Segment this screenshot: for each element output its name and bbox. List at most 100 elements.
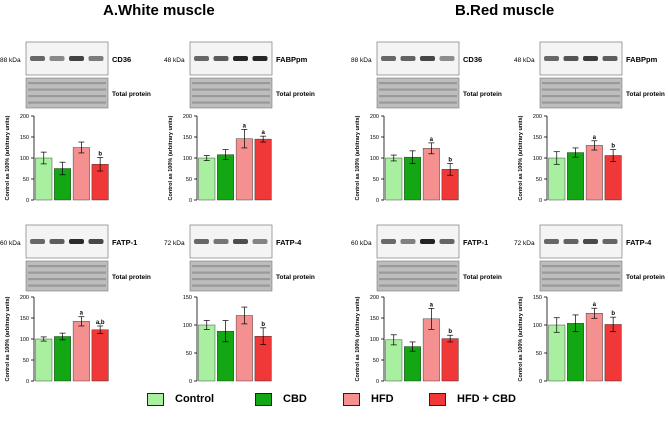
- total-protein-band-white-fatp1-2: [28, 278, 106, 281]
- blot-band-white-fabppm-3: [252, 56, 268, 61]
- blot-band-white-fatp1-0: [30, 239, 45, 244]
- bar-red-fabppm-3: [604, 155, 622, 201]
- protein-label-white-cd36: CD36: [112, 55, 131, 64]
- figure-canvas: 88 kDa CD36 Total protein 0 50 100 150 200 Contr…: [0, 41, 665, 385]
- legend-item-hfd-cbd: HFD + CBD: [429, 389, 516, 409]
- legend-swatch-hfd-cbd: [429, 392, 446, 406]
- blot-band-red-cd36-3: [439, 56, 455, 61]
- legend-label-hfd: HFD: [371, 393, 394, 405]
- blot-band-white-cd36-3: [88, 56, 104, 61]
- y-tick-label-red-cd36-50: 50: [373, 177, 379, 183]
- legend-label-hfd-cbd: HFD + CBD: [457, 393, 516, 405]
- legend-swatch-hfd: [343, 392, 360, 406]
- y-tick-label-white-fabppm-150: 150: [183, 135, 192, 141]
- y-tick-label-red-cd36-0: 0: [376, 198, 379, 204]
- blot-band-white-fatp4-3: [252, 239, 268, 244]
- blot-band-white-cd36-0: [30, 56, 45, 61]
- y-tick-label-red-fabppm-0: 0: [539, 198, 542, 204]
- total-protein-band-white-cd36-3: [28, 101, 106, 104]
- legend-item-hfd: HFD: [343, 389, 394, 409]
- significance-label-red-fatp1-2: a: [430, 302, 434, 308]
- total-protein-band-white-fatp4-1: [192, 271, 270, 274]
- protein-label-red-fabppm: FABPpm: [626, 55, 658, 64]
- total-protein-band-white-fatp1-1: [28, 271, 106, 274]
- significance-label-white-fatp4-3: b: [261, 322, 265, 328]
- y-tick-label-white-fatp1-50: 50: [23, 358, 29, 364]
- blot-band-red-fatp1-3: [439, 239, 455, 244]
- total-protein-band-white-fabppm-1: [192, 88, 270, 91]
- y-tick-label-red-cd36-200: 200: [370, 114, 379, 120]
- bar-red-cd36-0: [385, 157, 403, 201]
- protein-label-red-cd36: CD36: [463, 55, 482, 64]
- blot-band-white-fatp4-1: [213, 239, 229, 244]
- bar-white-cd36-0: [35, 157, 53, 201]
- total-protein-band-red-fatp1-3: [379, 284, 457, 287]
- total-protein-label-red-fatp1: Total protein: [463, 274, 502, 281]
- total-protein-band-red-fabppm-0: [542, 82, 620, 85]
- y-tick-label-white-fatp1-200: 200: [20, 295, 29, 301]
- bar-white-fatp1-2: [72, 321, 90, 382]
- blot-band-red-fatp1-0: [381, 239, 396, 244]
- total-protein-band-red-cd36-3: [379, 101, 457, 104]
- significance-label-red-fatp4-2: a: [593, 302, 597, 308]
- y-tick-label-red-fatp4-150: 150: [533, 295, 542, 301]
- y-tick-label-white-cd36-150: 150: [20, 135, 29, 141]
- significance-label-red-fatp4-3: b: [611, 311, 615, 317]
- y-tick-label-white-fatp4-150: 150: [183, 295, 192, 301]
- blot-band-red-fabppm-2: [583, 56, 598, 61]
- y-tick-label-red-fatp1-200: 200: [370, 295, 379, 301]
- bar-red-fabppm-1: [567, 152, 584, 201]
- blot-band-white-fatp1-3: [88, 239, 104, 244]
- total-protein-band-red-fabppm-1: [542, 88, 620, 91]
- legend-swatch-cbd: [255, 392, 272, 406]
- total-protein-label-white-fabppm: Total protein: [276, 91, 315, 98]
- y-tick-label-white-fabppm-0: 0: [189, 198, 192, 204]
- blot-white-fatp4: [189, 224, 273, 259]
- y-tick-label-white-cd36-0: 0: [26, 198, 29, 204]
- kda-label-red-fabppm: 48 kDa: [514, 57, 535, 64]
- bar-white-cd36-2: [72, 147, 90, 201]
- total-protein-band-white-fatp4-2: [192, 278, 270, 281]
- legend-item-cbd: CBD: [255, 389, 307, 409]
- kda-label-red-fatp1: 60 kDa: [351, 240, 372, 247]
- blot-band-red-cd36-0: [381, 56, 396, 61]
- y-tick-label-red-fatp4-100: 100: [533, 323, 542, 329]
- significance-label-red-fatp1-3: b: [448, 329, 452, 335]
- blot-white-fabppm: [189, 41, 273, 76]
- bar-white-fatp4-0: [198, 324, 216, 382]
- y-tick-label-red-fatp1-50: 50: [373, 358, 379, 364]
- kda-label-white-fatp1: 60 kDa: [0, 240, 21, 247]
- protein-label-white-fabppm: FABPpm: [276, 55, 308, 64]
- y-tick-label-red-fatp1-0: 0: [376, 379, 379, 385]
- total-protein-band-white-fabppm-0: [192, 82, 270, 85]
- blot-red-fabppm: [539, 41, 623, 76]
- kda-label-white-fatp4: 72 kDa: [164, 240, 185, 247]
- protein-label-white-fatp4: FATP-4: [276, 238, 302, 247]
- significance-label-white-fatp1-3: a,b: [96, 320, 105, 326]
- blot-band-red-fatp4-0: [544, 239, 559, 244]
- significance-label-red-cd36-2: a: [430, 137, 434, 143]
- blot-band-white-fabppm-0: [194, 56, 209, 61]
- y-axis-label-red-fabppm: Control as 100% (arbitrary units): [518, 115, 524, 200]
- y-tick-label-white-fatp4-50: 50: [186, 351, 192, 357]
- legend: Control CBD HFD HFD + CBD: [0, 389, 668, 409]
- blot-band-red-fatp1-2: [420, 239, 435, 244]
- total-protein-band-red-fatp1-0: [379, 265, 457, 268]
- legend-label-cbd: CBD: [283, 393, 307, 405]
- total-protein-label-red-fatp4: Total protein: [626, 274, 665, 281]
- section-title-white-muscle: A.White muscle: [103, 2, 215, 19]
- blot-red-cd36: [376, 41, 460, 76]
- bar-red-fabppm-2: [585, 145, 603, 201]
- total-protein-band-white-fatp1-0: [28, 265, 106, 268]
- total-protein-label-white-fatp1: Total protein: [112, 274, 151, 281]
- y-tick-label-red-fatp1-100: 100: [370, 337, 379, 343]
- total-protein-band-red-fatp4-3: [542, 284, 620, 287]
- total-protein-label-red-cd36: Total protein: [463, 91, 502, 98]
- bar-white-fatp4-2: [235, 315, 253, 382]
- y-axis-label-white-fabppm: Control as 100% (arbitrary units): [168, 115, 174, 200]
- total-protein-band-white-cd36-0: [28, 82, 106, 85]
- y-tick-label-white-cd36-100: 100: [20, 156, 29, 162]
- significance-label-white-cd36-3: b: [98, 152, 102, 158]
- y-tick-label-red-cd36-150: 150: [370, 135, 379, 141]
- y-tick-label-white-fatp1-0: 0: [26, 379, 29, 385]
